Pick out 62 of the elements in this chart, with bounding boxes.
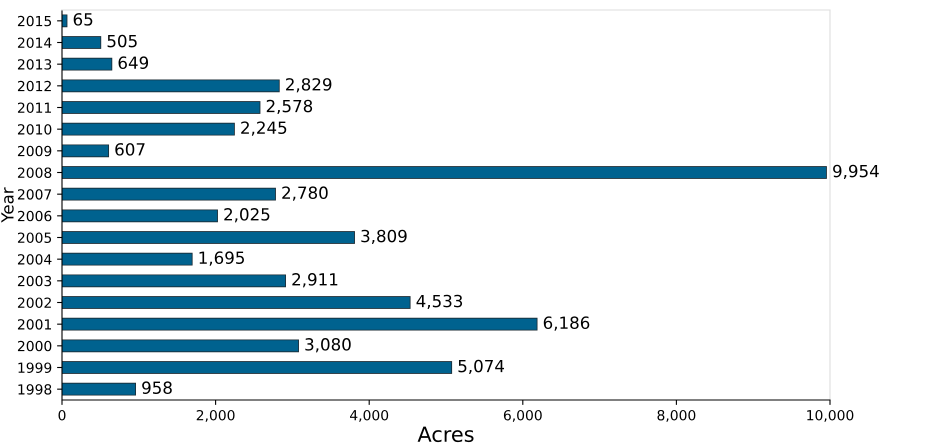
x-tick-label: 2,000 bbox=[196, 410, 235, 422]
x-tick-label: 8,000 bbox=[657, 410, 696, 422]
data-label: 3,809 bbox=[361, 230, 407, 244]
x-tick-label: 4,000 bbox=[350, 410, 388, 422]
bar bbox=[62, 382, 136, 396]
x-tick-label: 10,000 bbox=[807, 410, 854, 422]
y-tick-label: 2011 bbox=[18, 102, 51, 113]
y-tick-label: 2003 bbox=[18, 276, 52, 286]
bar bbox=[62, 144, 110, 158]
y-tick-label: 2006 bbox=[18, 210, 52, 222]
bar bbox=[62, 231, 355, 244]
bar bbox=[62, 36, 102, 49]
data-label: 5,074 bbox=[458, 360, 504, 374]
bar bbox=[62, 58, 112, 71]
y-tick-label: 2002 bbox=[18, 297, 51, 308]
data-label: 2,829 bbox=[286, 78, 332, 92]
x-axis-title: Acres bbox=[418, 426, 474, 442]
y-tick-label: 2015 bbox=[18, 16, 52, 26]
y-tick-label: 2000 bbox=[18, 340, 52, 352]
y-tick-label: 2004 bbox=[18, 254, 52, 265]
bar bbox=[62, 318, 538, 331]
x-tick-label: 6,000 bbox=[504, 410, 542, 422]
data-label: 3,080 bbox=[305, 338, 351, 352]
data-label: 1,695 bbox=[200, 251, 244, 266]
data-label: 2,780 bbox=[282, 186, 328, 201]
y-tick-label: 1998 bbox=[18, 384, 52, 395]
bar bbox=[62, 296, 411, 309]
y-tick-label: 2008 bbox=[18, 167, 52, 178]
y-tick-label: 2001 bbox=[18, 319, 51, 330]
data-label: 2,025 bbox=[224, 208, 270, 222]
y-tick-label: 2014 bbox=[18, 37, 52, 48]
y-axis-title: Year bbox=[1, 187, 14, 223]
data-label: 2,245 bbox=[241, 121, 286, 136]
bar bbox=[62, 166, 827, 179]
bar bbox=[62, 122, 235, 136]
x-tick-label: 0 bbox=[58, 410, 66, 420]
y-tick-label: 2009 bbox=[18, 146, 52, 156]
data-label: 2,911 bbox=[292, 273, 338, 288]
bar bbox=[62, 361, 452, 374]
y-tick-label: 2013 bbox=[18, 59, 52, 70]
data-label: 505 bbox=[108, 34, 137, 48]
bar bbox=[62, 209, 218, 222]
bar bbox=[62, 14, 68, 28]
data-label: 65 bbox=[74, 13, 92, 26]
data-label: 649 bbox=[118, 56, 148, 70]
data-label: 4,533 bbox=[416, 294, 462, 310]
bar bbox=[62, 101, 260, 114]
y-tick-label: 2007 bbox=[18, 189, 52, 200]
bar bbox=[62, 79, 280, 92]
bar bbox=[62, 339, 299, 352]
data-label: 607 bbox=[115, 143, 145, 156]
y-tick-label: 2005 bbox=[18, 232, 52, 243]
y-tick-label: 1999 bbox=[18, 362, 52, 373]
data-label: 2,578 bbox=[266, 100, 312, 114]
data-label: 958 bbox=[142, 381, 172, 394]
bar bbox=[62, 188, 276, 201]
data-label: 9,954 bbox=[833, 164, 879, 180]
y-tick-label: 2012 bbox=[18, 80, 51, 92]
bar bbox=[62, 274, 286, 288]
data-label: 6,186 bbox=[544, 316, 590, 331]
bar bbox=[62, 252, 193, 266]
y-tick-label: 2010 bbox=[18, 124, 52, 135]
